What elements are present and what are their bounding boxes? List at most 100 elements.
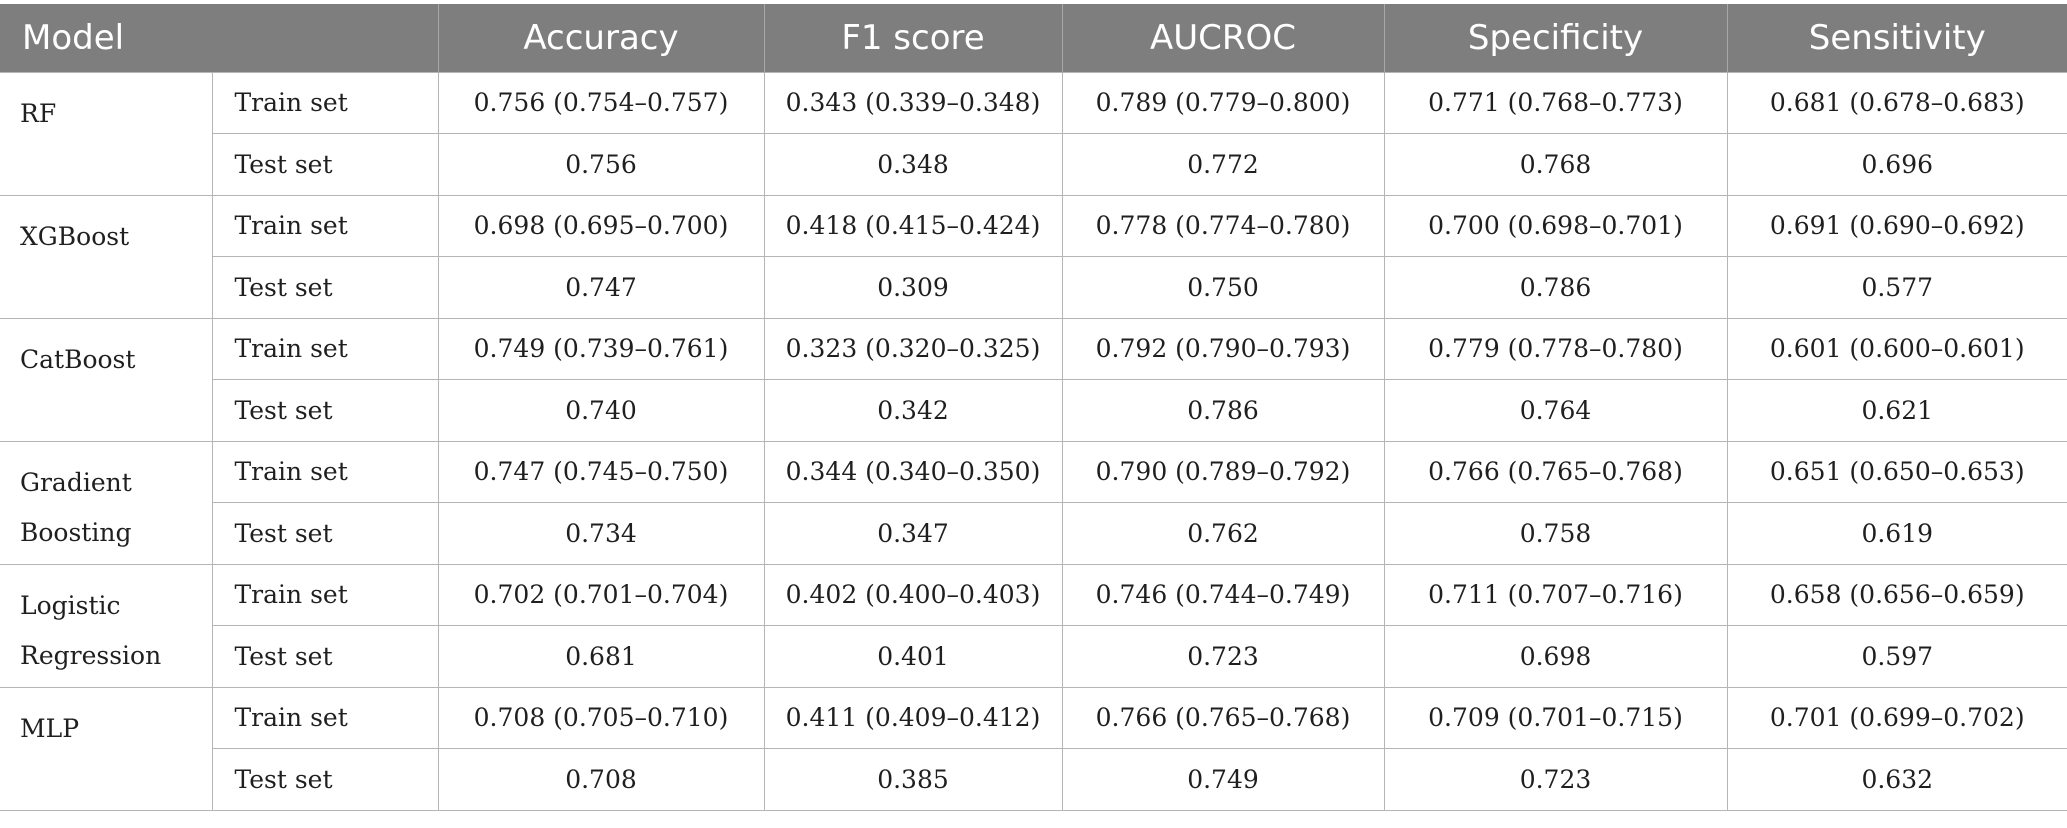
table-row: XGBoost Train set 0.698 (0.695–0.700) 0.418… <box>0 194 2067 319</box>
header-f1-score: F1 score <box>763 4 1062 72</box>
dataset-label-cell: Train set <box>211 194 439 257</box>
table-header: Model Accuracy F1 score AUCROC Specifici… <box>0 4 2067 72</box>
table-row: Test set 0.708 0.385 0.749 0.723 0.632 <box>0 748 2067 811</box>
dataset-label-cell: Train set <box>211 563 439 626</box>
f1-value-cell: 0.348 <box>763 133 1063 196</box>
model-name-cell: RF <box>0 71 213 196</box>
table-row: Gradient Boosting Train set 0.747 (0.745–0… <box>0 440 2067 565</box>
model-name-cell: Gradient Boosting <box>0 440 213 565</box>
f1-value-cell: 0.342 <box>763 379 1063 442</box>
model-name-cell: XGBoost <box>0 194 213 319</box>
accuracy-value-cell: 0.698 (0.695–0.700) <box>437 194 765 257</box>
dataset-label-cell: Test set <box>211 502 439 565</box>
sensitivity-value-cell: 0.597 <box>1726 625 2067 688</box>
table-row: CatBoost Train set 0.749 (0.739–0.761) 0.32… <box>0 317 2067 442</box>
aucroc-value-cell: 0.789 (0.779–0.800) <box>1061 71 1385 134</box>
dataset-label-cell: Test set <box>211 748 439 811</box>
table-body: RF Train set 0.756 (0.754–0.757) 0.343 (0.3… <box>0 71 2067 811</box>
dataset-label-cell: Train set <box>211 71 439 134</box>
header-model: Model <box>22 17 125 58</box>
aucroc-value-cell: 0.778 (0.774–0.780) <box>1061 194 1385 257</box>
aucroc-value-cell: 0.762 <box>1061 502 1385 565</box>
table-row: MLP Train set 0.708 (0.705–0.710) 0.411 (0.… <box>0 686 2067 811</box>
specificity-value-cell: 0.786 <box>1383 256 1728 319</box>
sensitivity-value-cell: 0.651 (0.650–0.653) <box>1726 440 2067 503</box>
specificity-value-cell: 0.779 (0.778–0.780) <box>1383 317 1728 380</box>
f1-value-cell: 0.385 <box>763 748 1063 811</box>
dataset-label-cell: Train set <box>211 686 439 749</box>
specificity-value-cell: 0.771 (0.768–0.773) <box>1383 71 1728 134</box>
specificity-value-cell: 0.698 <box>1383 625 1728 688</box>
header-aucroc: AUCROC <box>1061 4 1384 72</box>
specificity-value-cell: 0.766 (0.765–0.768) <box>1383 440 1728 503</box>
accuracy-value-cell: 0.740 <box>437 379 765 442</box>
specificity-value-cell: 0.758 <box>1383 502 1728 565</box>
aucroc-value-cell: 0.749 <box>1061 748 1385 811</box>
aucroc-value-cell: 0.786 <box>1061 379 1385 442</box>
metrics-table: Model Accuracy F1 score AUCROC Specifici… <box>0 4 2067 811</box>
sensitivity-value-cell: 0.658 (0.656–0.659) <box>1726 563 2067 626</box>
table-row: RF Train set 0.756 (0.754–0.757) 0.343 (0.3… <box>0 71 2067 196</box>
f1-value-cell: 0.411 (0.409–0.412) <box>763 686 1063 749</box>
f1-value-cell: 0.347 <box>763 502 1063 565</box>
aucroc-value-cell: 0.746 (0.744–0.749) <box>1061 563 1385 626</box>
aucroc-value-cell: 0.723 <box>1061 625 1385 688</box>
f1-value-cell: 0.418 (0.415–0.424) <box>763 194 1063 257</box>
aucroc-value-cell: 0.750 <box>1061 256 1385 319</box>
dataset-label-cell: Test set <box>211 379 439 442</box>
sensitivity-value-cell: 0.701 (0.699–0.702) <box>1726 686 2067 749</box>
table-row: Test set 0.740 0.342 0.786 0.764 0.621 <box>0 379 2067 442</box>
aucroc-value-cell: 0.772 <box>1061 133 1385 196</box>
f1-value-cell: 0.343 (0.339–0.348) <box>763 71 1063 134</box>
table-row: Logistic Regression Train set 0.702 (0.701… <box>0 563 2067 688</box>
specificity-value-cell: 0.768 <box>1383 133 1728 196</box>
sensitivity-value-cell: 0.681 (0.678–0.683) <box>1726 71 2067 134</box>
aucroc-value-cell: 0.766 (0.765–0.768) <box>1061 686 1385 749</box>
sensitivity-value-cell: 0.621 <box>1726 379 2067 442</box>
header-specificity: Specificity <box>1383 4 1727 72</box>
accuracy-value-cell: 0.702 (0.701–0.704) <box>437 563 765 626</box>
specificity-value-cell: 0.711 (0.707–0.716) <box>1383 563 1728 626</box>
accuracy-value-cell: 0.747 (0.745–0.750) <box>437 440 765 503</box>
header-accuracy: Accuracy <box>437 4 764 72</box>
accuracy-value-cell: 0.708 (0.705–0.710) <box>437 686 765 749</box>
f1-value-cell: 0.323 (0.320–0.325) <box>763 317 1063 380</box>
table-row: Test set 0.681 0.401 0.723 0.698 0.597 <box>0 625 2067 688</box>
dataset-label-cell: Test set <box>211 133 439 196</box>
model-name-cell: MLP <box>0 686 213 811</box>
accuracy-value-cell: 0.747 <box>437 256 765 319</box>
f1-value-cell: 0.401 <box>763 625 1063 688</box>
dataset-label-cell: Train set <box>211 317 439 380</box>
accuracy-value-cell: 0.734 <box>437 502 765 565</box>
model-name-cell: CatBoost <box>0 317 213 442</box>
sensitivity-value-cell: 0.577 <box>1726 256 2067 319</box>
sensitivity-value-cell: 0.691 (0.690–0.692) <box>1726 194 2067 257</box>
table-row: Test set 0.756 0.348 0.772 0.768 0.696 <box>0 133 2067 196</box>
aucroc-value-cell: 0.790 (0.789–0.792) <box>1061 440 1385 503</box>
specificity-value-cell: 0.764 <box>1383 379 1728 442</box>
sensitivity-value-cell: 0.696 <box>1726 133 2067 196</box>
header-row: Model Accuracy F1 score AUCROC Specifici… <box>0 4 2067 72</box>
model-name-cell: Logistic Regression <box>0 563 213 688</box>
dataset-label-cell: Test set <box>211 256 439 319</box>
header-sensitivity: Sensitivity <box>1726 4 2067 72</box>
table-row: Test set 0.747 0.309 0.750 0.786 0.577 <box>0 256 2067 319</box>
specificity-value-cell: 0.709 (0.701–0.715) <box>1383 686 1728 749</box>
f1-value-cell: 0.309 <box>763 256 1063 319</box>
sensitivity-value-cell: 0.601 (0.600–0.601) <box>1726 317 2067 380</box>
dataset-label-cell: Test set <box>211 625 439 688</box>
accuracy-value-cell: 0.681 <box>437 625 765 688</box>
f1-value-cell: 0.344 (0.340–0.350) <box>763 440 1063 503</box>
accuracy-value-cell: 0.708 <box>437 748 765 811</box>
accuracy-value-cell: 0.749 (0.739–0.761) <box>437 317 765 380</box>
f1-value-cell: 0.402 (0.400–0.403) <box>763 563 1063 626</box>
specificity-value-cell: 0.723 <box>1383 748 1728 811</box>
specificity-value-cell: 0.700 (0.698–0.701) <box>1383 194 1728 257</box>
dataset-label-cell: Train set <box>211 440 439 503</box>
accuracy-value-cell: 0.756 <box>437 133 765 196</box>
table-row: Test set 0.734 0.347 0.762 0.758 0.619 <box>0 502 2067 565</box>
accuracy-value-cell: 0.756 (0.754–0.757) <box>437 71 765 134</box>
aucroc-value-cell: 0.792 (0.790–0.793) <box>1061 317 1385 380</box>
sensitivity-value-cell: 0.632 <box>1726 748 2067 811</box>
sensitivity-value-cell: 0.619 <box>1726 502 2067 565</box>
